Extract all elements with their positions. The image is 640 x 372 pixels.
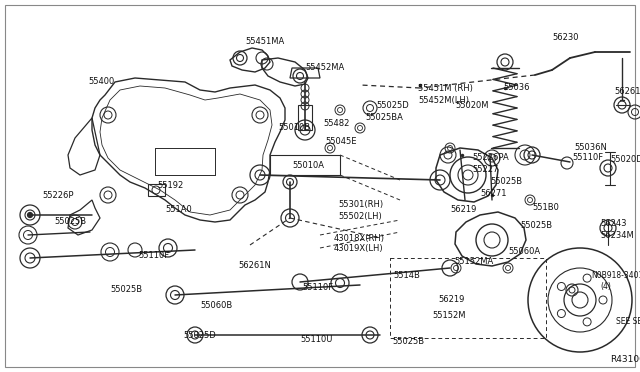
Text: 55451MA: 55451MA — [245, 38, 284, 46]
Text: N0B918-3401A: N0B918-3401A — [591, 270, 640, 279]
Text: 55451M (RH): 55451M (RH) — [418, 84, 473, 93]
Text: 56230: 56230 — [552, 33, 579, 42]
Text: 55226PA: 55226PA — [472, 153, 509, 161]
Text: 55110F: 55110F — [572, 153, 603, 161]
Text: 55025B: 55025B — [54, 218, 86, 227]
Text: 55025B: 55025B — [110, 285, 142, 295]
Text: 55152M: 55152M — [432, 311, 465, 320]
Text: 55452M(LH): 55452M(LH) — [418, 96, 469, 105]
Text: 56271: 56271 — [480, 189, 506, 198]
Text: 55400: 55400 — [88, 77, 115, 87]
Text: 55025B: 55025B — [392, 337, 424, 346]
Text: 55301(RH): 55301(RH) — [338, 201, 383, 209]
Text: 56261NA: 56261NA — [614, 87, 640, 96]
Text: 55060A: 55060A — [508, 247, 540, 257]
Text: 55110F: 55110F — [302, 283, 333, 292]
Text: 551B0: 551B0 — [532, 203, 559, 212]
Bar — [390, 258, 546, 338]
Text: 55010A: 55010A — [292, 160, 324, 170]
Text: 55060B: 55060B — [200, 301, 232, 310]
Text: 55025D: 55025D — [183, 330, 216, 340]
Text: 55020M: 55020M — [455, 102, 488, 110]
Text: 55192: 55192 — [157, 180, 183, 189]
Text: 551A0: 551A0 — [165, 205, 192, 214]
Text: 55110F: 55110F — [138, 251, 169, 260]
Text: 56243: 56243 — [600, 219, 627, 228]
Text: 55452MA: 55452MA — [305, 64, 344, 73]
Text: 55025B: 55025B — [490, 177, 522, 186]
Text: 56219: 56219 — [438, 295, 465, 304]
Text: 43019X(LH): 43019X(LH) — [334, 244, 383, 253]
Text: 55036N: 55036N — [574, 144, 607, 153]
Text: 55152MA: 55152MA — [454, 257, 493, 266]
Text: 5514B: 5514B — [393, 270, 420, 279]
Text: 55482: 55482 — [323, 119, 349, 128]
Text: 43018X(RH): 43018X(RH) — [334, 234, 385, 243]
Text: 56219: 56219 — [450, 205, 476, 215]
Text: 55502(LH): 55502(LH) — [338, 212, 381, 221]
Text: R431002H: R431002H — [610, 356, 640, 365]
Text: 55045E: 55045E — [325, 137, 356, 145]
Text: 56234M: 56234M — [600, 231, 634, 241]
Text: 55010B: 55010B — [278, 124, 310, 132]
Text: 55020D: 55020D — [610, 154, 640, 164]
Text: (4): (4) — [600, 282, 611, 291]
Text: 55036: 55036 — [503, 83, 529, 93]
Text: 55025B: 55025B — [520, 221, 552, 231]
Text: 55025D: 55025D — [376, 100, 409, 109]
Text: 55227: 55227 — [472, 164, 499, 173]
Text: 55025BA: 55025BA — [365, 113, 403, 122]
Text: 55110U: 55110U — [300, 336, 332, 344]
Text: 55226P: 55226P — [42, 192, 74, 201]
Text: 56261N: 56261N — [238, 260, 271, 269]
Text: SEE SEC430: SEE SEC430 — [616, 317, 640, 327]
Circle shape — [28, 212, 33, 218]
